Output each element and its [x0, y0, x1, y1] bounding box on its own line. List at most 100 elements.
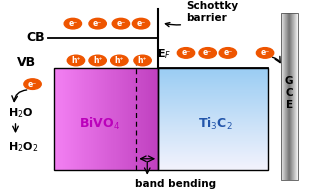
Bar — [56, 68, 58, 170]
Bar — [133, 68, 135, 170]
Bar — [99, 68, 100, 170]
Bar — [158, 76, 268, 77]
Bar — [158, 130, 268, 131]
Bar — [58, 68, 60, 170]
Bar — [293, 13, 294, 180]
Bar — [158, 74, 268, 75]
Bar — [71, 68, 72, 170]
Bar — [79, 68, 81, 170]
Bar — [72, 68, 73, 170]
Bar — [158, 83, 268, 84]
Bar — [78, 68, 79, 170]
Bar — [158, 117, 268, 118]
Bar — [158, 142, 268, 144]
Bar — [119, 68, 120, 170]
Bar — [111, 68, 113, 170]
Text: E$_F$: E$_F$ — [157, 48, 171, 61]
Text: BiVO$_4$: BiVO$_4$ — [79, 116, 121, 132]
Bar — [296, 13, 297, 180]
Bar — [158, 89, 268, 91]
Bar — [158, 163, 268, 164]
Bar — [158, 103, 268, 104]
Bar — [89, 68, 90, 170]
Circle shape — [89, 18, 106, 29]
Text: Ti$_3$C$_2$: Ti$_3$C$_2$ — [198, 116, 233, 132]
Bar — [158, 119, 268, 120]
Bar — [158, 164, 268, 165]
Bar — [158, 122, 268, 123]
Text: h⁺: h⁺ — [138, 56, 147, 65]
Bar — [83, 68, 85, 170]
Bar — [128, 68, 129, 170]
Bar — [158, 68, 268, 69]
Bar — [158, 95, 268, 97]
Circle shape — [177, 48, 195, 58]
Bar — [55, 68, 57, 170]
Circle shape — [89, 55, 106, 66]
Bar — [158, 147, 268, 149]
Bar — [125, 68, 126, 170]
Bar — [158, 75, 268, 76]
Bar — [297, 13, 298, 180]
Bar — [60, 68, 62, 170]
Bar — [54, 68, 55, 170]
Text: e⁻: e⁻ — [28, 80, 37, 89]
Bar — [137, 68, 139, 170]
Bar — [140, 68, 141, 170]
Bar — [158, 71, 268, 72]
Bar — [116, 68, 117, 170]
Bar — [294, 13, 295, 180]
Bar — [158, 111, 268, 112]
Bar — [158, 109, 268, 110]
Text: Schottky
barrier: Schottky barrier — [166, 2, 238, 27]
Bar — [64, 68, 66, 170]
Bar — [158, 169, 268, 170]
Text: e⁻: e⁻ — [116, 19, 126, 28]
Bar — [158, 70, 268, 71]
Bar — [290, 13, 291, 180]
Bar — [107, 68, 108, 170]
Bar — [105, 68, 107, 170]
Bar — [104, 68, 105, 170]
Bar — [74, 68, 75, 170]
Text: CB: CB — [26, 31, 45, 44]
Bar — [132, 68, 134, 170]
Bar — [154, 68, 155, 170]
Text: e⁻: e⁻ — [93, 19, 102, 28]
Bar — [67, 68, 68, 170]
Bar — [94, 68, 95, 170]
Bar — [113, 68, 114, 170]
Bar — [108, 68, 110, 170]
Circle shape — [132, 18, 150, 29]
Bar — [158, 101, 268, 103]
Bar — [126, 68, 127, 170]
Bar — [144, 68, 146, 170]
Bar — [158, 108, 268, 109]
Bar — [294, 13, 295, 180]
Circle shape — [199, 48, 216, 58]
Bar — [158, 137, 268, 139]
Bar — [283, 13, 284, 180]
Bar — [97, 68, 98, 170]
Bar — [291, 13, 292, 180]
Text: e⁻: e⁻ — [223, 48, 232, 57]
Circle shape — [64, 18, 82, 29]
Circle shape — [134, 55, 151, 66]
Bar — [293, 13, 294, 180]
Bar — [286, 13, 287, 180]
Text: h⁺: h⁺ — [71, 56, 81, 65]
Bar — [131, 68, 132, 170]
Bar — [149, 68, 150, 170]
Bar — [158, 167, 268, 168]
Bar — [297, 13, 298, 180]
Bar — [158, 133, 268, 134]
Bar — [158, 101, 268, 102]
Bar — [158, 88, 268, 89]
Bar — [282, 13, 283, 180]
Bar — [158, 165, 268, 166]
Bar — [61, 68, 63, 170]
Bar — [289, 13, 290, 180]
Bar — [285, 13, 286, 180]
Bar — [284, 13, 285, 180]
Bar — [158, 149, 268, 150]
